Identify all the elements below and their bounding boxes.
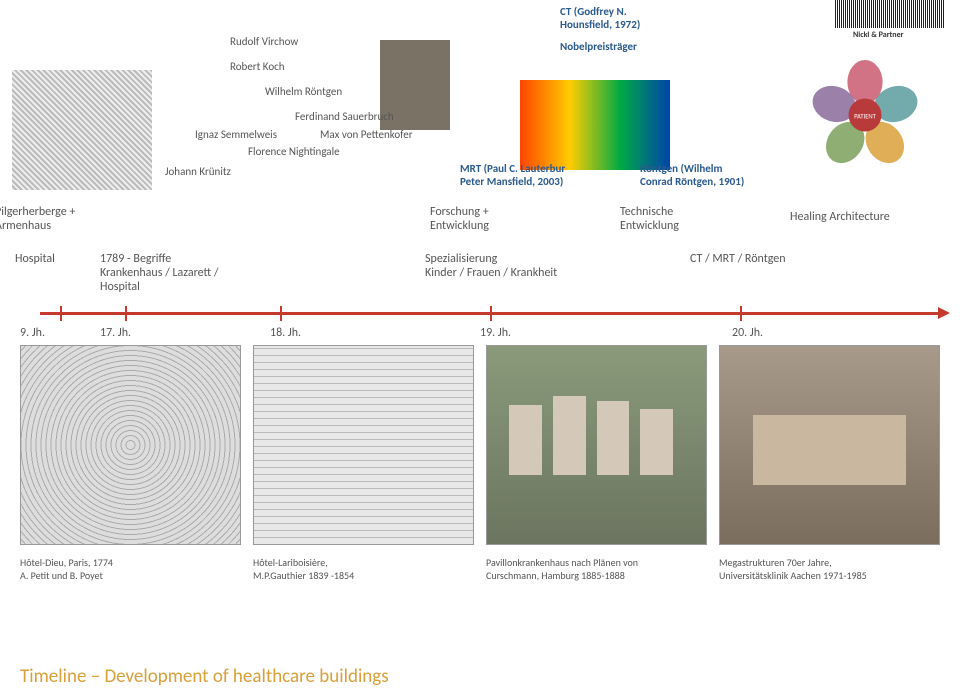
name-nightingale: Florence Nightingale (248, 145, 340, 158)
image-hotel-dieu (20, 345, 241, 545)
caption-2: Hôtel-Lariboisière, M.P.Gauthier 1839 -1… (253, 557, 474, 582)
concept-spezial: Spezialisierung Kinder / Frauen / Krankh… (425, 252, 557, 280)
concept-technische: Technische Entwicklung (620, 205, 679, 233)
name-koch: Robert Koch (230, 60, 285, 73)
tick-2 (280, 306, 282, 321)
century-4: 20. Jh. (732, 326, 763, 340)
bottom-images (20, 345, 940, 545)
concepts-section: Pilgerherberge + Armenhaus Forschung + E… (0, 200, 960, 300)
century-0: 9. Jh. (20, 326, 45, 340)
tick-0 (60, 306, 62, 321)
tick-1 (125, 306, 127, 321)
concept-forschung: Forschung + Entwicklung (430, 205, 489, 233)
partner-label: Nickl & Partner (853, 30, 903, 40)
name-pettenkofer: Max von Pettenkofer (320, 128, 413, 141)
name-virchow: Rudolf Virchow (230, 35, 298, 48)
nobel-label: Nobelpreisträger (560, 40, 637, 53)
concept-pilger: Pilgerherberge + Armenhaus (0, 205, 75, 233)
captions-row: Hôtel-Dieu, Paris, 1774 A. Petit und B. … (20, 557, 940, 582)
top-section: Nickl & Partner PATIENT Rudolf Virchow R… (0, 0, 960, 200)
thermal-image (520, 80, 670, 170)
timeline: 9. Jh. 17. Jh. 18. Jh. 19. Jh. 20. Jh. (20, 300, 940, 340)
flower-center-label: PATIENT (854, 112, 877, 120)
image-lariboisiere (253, 345, 474, 545)
name-kruenitz: Johann Krünitz (165, 165, 231, 178)
caption-3: Pavillonkrankenhaus nach Plänen von Curs… (486, 557, 707, 582)
name-sauerbruch: Ferdinand Sauerbruch (295, 110, 394, 123)
ct-label: CT (Godfrey N. Hounsfield, 1972) (560, 5, 640, 31)
name-semmelweis: Ignaz Semmelweis (195, 128, 277, 141)
barcode-graphic (835, 0, 945, 28)
image-pavillon (486, 345, 707, 545)
tick-3 (490, 306, 492, 321)
concept-begriffe: 1789 - Begriffe Krankenhaus / Lazarett /… (100, 252, 218, 294)
tick-4 (740, 306, 742, 321)
flower-diagram: PATIENT (800, 60, 930, 170)
name-roentgen-w: Wilhelm Röntgen (265, 85, 342, 98)
caption-1: Hôtel-Dieu, Paris, 1774 A. Petit und B. … (20, 557, 241, 582)
century-3: 19. Jh. (480, 326, 511, 340)
century-2: 18. Jh. (270, 326, 301, 340)
concept-ctmrt: CT / MRT / Röntgen (690, 252, 786, 266)
image-aachen (719, 345, 940, 545)
concept-hospital: Hospital (15, 252, 55, 266)
century-1: 17. Jh. (100, 326, 131, 340)
caption-4: Megastrukturen 70er Jahre, Universitätsk… (719, 557, 940, 582)
page-title: Timeline – Development of healthcare bui… (20, 665, 389, 688)
concept-healing: Healing Architecture (790, 210, 890, 224)
woodcut-image (12, 70, 152, 190)
roentgen-conrad-label: Röntgen (Wilhelm Conrad Röntgen, 1901) (640, 162, 744, 188)
mrt-label: MRT (Paul C. Lauterbur Peter Mansfield, … (460, 162, 565, 188)
